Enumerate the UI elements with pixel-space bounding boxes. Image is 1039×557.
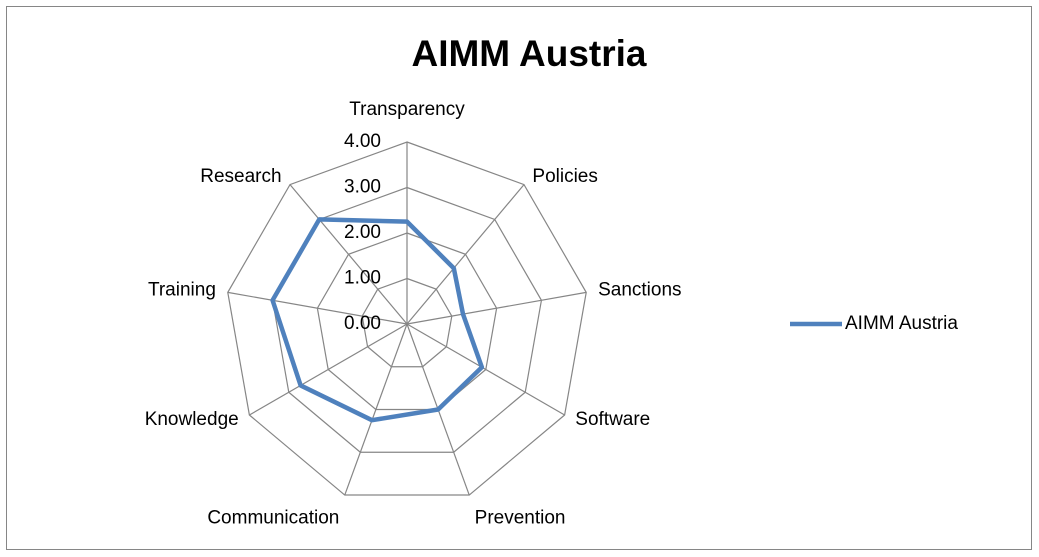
- grid-line: [316, 232, 498, 411]
- r-tick-label: 3.00: [344, 177, 381, 198]
- category-label: Transparency: [349, 99, 465, 120]
- chart-title: AIMM Austria: [411, 33, 646, 74]
- grid-line: [227, 141, 587, 496]
- r-tick-label: 1.00: [344, 268, 381, 289]
- spoke: [227, 291, 408, 325]
- grid-line: [361, 277, 453, 368]
- category-label: Research: [200, 166, 281, 187]
- r-tick-label: 4.00: [344, 131, 381, 152]
- category-label: Sanctions: [598, 280, 681, 301]
- legend-label: AIMM Austria: [845, 313, 958, 334]
- spoke: [249, 323, 408, 416]
- series-line: [270, 217, 485, 423]
- spoke: [406, 323, 565, 416]
- r-tick-label: 0.00: [344, 313, 381, 334]
- spoke: [344, 323, 408, 496]
- spoke: [406, 184, 525, 325]
- category-label: Knowledge: [145, 409, 239, 430]
- spoke: [289, 184, 408, 325]
- category-label: Prevention: [475, 507, 566, 528]
- spoke: [406, 291, 587, 325]
- category-label: Policies: [532, 166, 597, 187]
- r-tick-label: 2.00: [344, 222, 381, 243]
- category-label: Software: [575, 409, 650, 430]
- category-label: Training: [148, 280, 216, 301]
- category-label: Communication: [207, 507, 339, 528]
- chart-border: [6, 6, 1032, 550]
